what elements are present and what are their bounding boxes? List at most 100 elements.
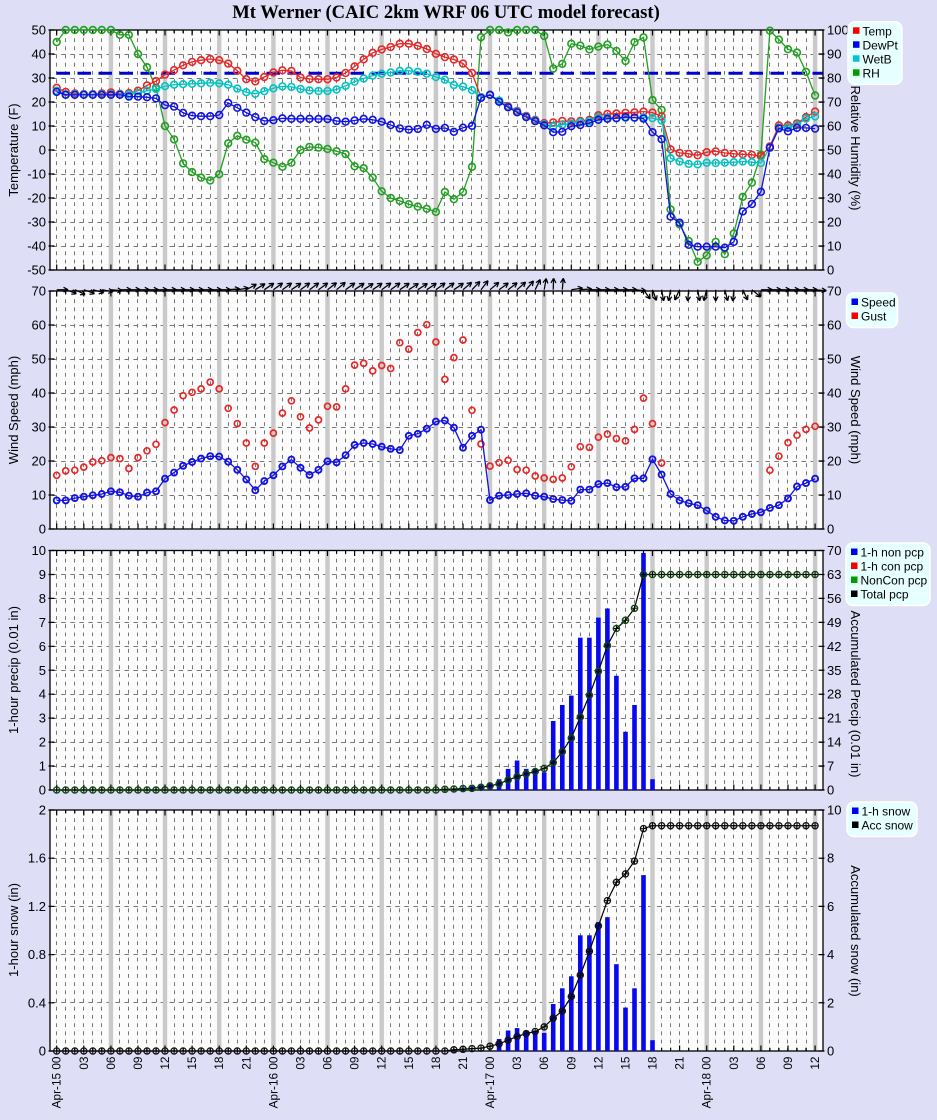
svg-text:18: 18	[429, 1056, 443, 1070]
svg-text:70: 70	[827, 543, 841, 558]
svg-text:Mt Werner (CAIC 2km WRF 06 UTC: Mt Werner (CAIC 2km WRF 06 UTC model for…	[232, 2, 660, 23]
svg-text:1-h snow: 1-h snow	[862, 805, 911, 819]
svg-text:NonCon pcp: NonCon pcp	[861, 574, 928, 588]
svg-text:15: 15	[185, 1056, 199, 1070]
svg-text:0: 0	[827, 783, 834, 798]
svg-text:60: 60	[32, 318, 46, 333]
svg-text:06: 06	[754, 1056, 768, 1070]
svg-text:Apr-17 00: Apr-17 00	[483, 1056, 497, 1108]
svg-text:Total pcp: Total pcp	[861, 588, 909, 602]
svg-text:30: 30	[827, 191, 841, 206]
svg-text:10: 10	[32, 119, 46, 134]
svg-text:Wind Speed (mph): Wind Speed (mph)	[6, 356, 21, 464]
svg-text:35: 35	[827, 663, 841, 678]
svg-text:5: 5	[39, 663, 46, 678]
svg-text:18: 18	[646, 1056, 660, 1070]
svg-text:70: 70	[32, 284, 46, 299]
svg-text:RH: RH	[863, 66, 880, 80]
svg-text:7: 7	[39, 615, 46, 630]
svg-text:40: 40	[827, 167, 841, 182]
svg-text:10: 10	[32, 488, 46, 503]
svg-text:20: 20	[32, 95, 46, 110]
svg-text:8: 8	[827, 851, 834, 866]
svg-text:1-hour precip (0.01 in): 1-hour precip (0.01 in)	[6, 606, 21, 734]
svg-text:Temperature (F): Temperature (F)	[6, 103, 21, 196]
svg-text:56: 56	[827, 591, 841, 606]
svg-text:4: 4	[39, 687, 46, 702]
svg-text:10: 10	[827, 488, 841, 503]
svg-text:9: 9	[39, 567, 46, 582]
svg-text:Accumulated snow (in): Accumulated snow (in)	[848, 865, 863, 997]
svg-text:49: 49	[827, 615, 841, 630]
svg-text:63: 63	[827, 567, 841, 582]
svg-text:50: 50	[32, 23, 46, 38]
svg-text:0: 0	[39, 783, 46, 798]
svg-text:21: 21	[456, 1057, 470, 1070]
svg-text:-40: -40	[27, 239, 46, 254]
svg-text:Apr-15 00: Apr-15 00	[50, 1056, 64, 1108]
svg-text:03: 03	[727, 1056, 741, 1070]
svg-text:8: 8	[39, 591, 46, 606]
svg-text:80: 80	[827, 71, 841, 86]
svg-text:Apr-16 00: Apr-16 00	[266, 1056, 280, 1108]
svg-text:21: 21	[239, 1057, 253, 1070]
svg-text:1.2: 1.2	[28, 899, 46, 914]
svg-text:12: 12	[808, 1057, 822, 1070]
svg-text:20: 20	[827, 215, 841, 230]
svg-text:03: 03	[510, 1056, 524, 1070]
svg-text:50: 50	[827, 143, 841, 158]
svg-text:1.6: 1.6	[28, 851, 46, 866]
svg-text:21: 21	[673, 1057, 687, 1070]
svg-text:30: 30	[827, 420, 841, 435]
svg-text:100: 100	[827, 23, 849, 38]
svg-text:40: 40	[32, 47, 46, 62]
svg-text:1-hour snow (in): 1-hour snow (in)	[6, 883, 21, 977]
svg-text:0: 0	[39, 1044, 46, 1059]
svg-text:Gust: Gust	[861, 310, 887, 324]
svg-text:2: 2	[39, 803, 46, 818]
svg-text:21: 21	[827, 711, 841, 726]
svg-text:0: 0	[827, 263, 834, 278]
svg-text:14: 14	[827, 735, 841, 750]
svg-text:20: 20	[32, 454, 46, 469]
svg-text:0.4: 0.4	[28, 995, 46, 1010]
svg-text:0: 0	[827, 522, 834, 537]
svg-text:12: 12	[375, 1057, 389, 1070]
svg-text:-10: -10	[27, 167, 46, 182]
svg-text:09: 09	[131, 1057, 145, 1070]
svg-text:-50: -50	[27, 263, 46, 278]
svg-text:30: 30	[32, 71, 46, 86]
svg-text:12: 12	[591, 1057, 605, 1070]
svg-text:18: 18	[212, 1056, 226, 1070]
svg-text:30: 30	[32, 420, 46, 435]
svg-text:15: 15	[618, 1056, 632, 1070]
svg-text:06: 06	[321, 1056, 335, 1070]
svg-text:50: 50	[827, 352, 841, 367]
svg-text:1-h non pcp: 1-h non pcp	[861, 546, 925, 560]
svg-text:06: 06	[537, 1056, 551, 1070]
svg-text:3: 3	[39, 711, 46, 726]
svg-text:7: 7	[827, 759, 834, 774]
svg-text:6: 6	[827, 899, 834, 914]
svg-text:6: 6	[39, 639, 46, 654]
svg-text:15: 15	[402, 1056, 416, 1070]
svg-text:Accumulated Precip (0.01 in): Accumulated Precip (0.01 in)	[848, 611, 863, 778]
svg-text:90: 90	[827, 47, 841, 62]
svg-text:4: 4	[827, 947, 834, 962]
svg-text:09: 09	[348, 1057, 362, 1070]
svg-text:WetB: WetB	[863, 52, 892, 66]
svg-text:42: 42	[827, 639, 841, 654]
svg-text:12: 12	[158, 1057, 172, 1070]
svg-text:Apr-18 00: Apr-18 00	[700, 1056, 714, 1108]
svg-text:03: 03	[77, 1056, 91, 1070]
svg-text:Wind Speed (mph): Wind Speed (mph)	[848, 356, 863, 464]
svg-text:20: 20	[827, 454, 841, 469]
svg-text:60: 60	[827, 318, 841, 333]
svg-text:2: 2	[39, 735, 46, 750]
svg-text:0: 0	[39, 143, 46, 158]
svg-text:-20: -20	[27, 191, 46, 206]
svg-text:40: 40	[827, 386, 841, 401]
svg-text:09: 09	[781, 1057, 795, 1070]
svg-text:Speed: Speed	[861, 296, 896, 310]
svg-text:0: 0	[39, 522, 46, 537]
